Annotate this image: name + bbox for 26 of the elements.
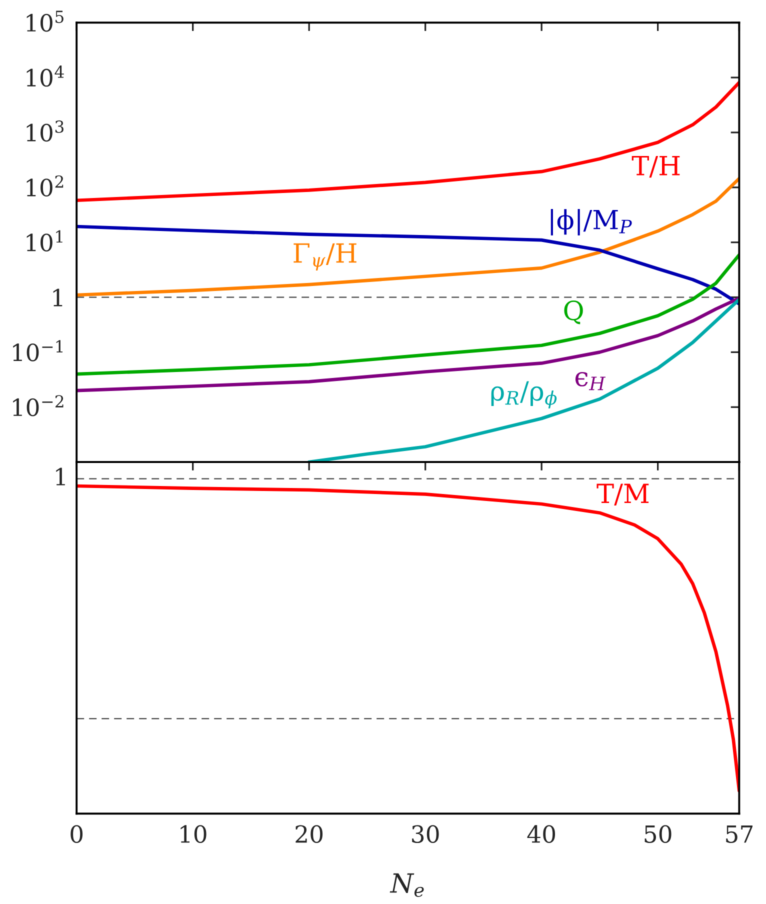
series-label: T/M — [596, 484, 649, 506]
line-series — [76, 80, 740, 202]
x-tick-label: 50 — [644, 825, 672, 843]
series-label: ρ$_{R}$/ρ$_{ϕ}$ — [491, 381, 557, 408]
series-label: Γ$_{ψ}$/H — [294, 243, 356, 271]
line-series — [76, 176, 740, 297]
series-label: |ϕ|/M$_{P}$ — [550, 209, 632, 236]
y-tick-label: 10$^{3}$ — [26, 120, 64, 142]
y-tick-label: 10$^{4}$ — [26, 65, 64, 87]
series-label: T/H — [632, 156, 680, 178]
y-tick-label: 10$^{−2}$ — [13, 395, 64, 416]
series-label: Q — [564, 300, 583, 324]
series-label: ϵ$_{H}$ — [575, 372, 606, 390]
x-axis-title: N$_{e}$ — [390, 873, 424, 897]
x-tick-label: 20 — [296, 825, 323, 843]
x-tick-label: 30 — [412, 825, 439, 843]
line-series — [307, 298, 740, 462]
x-tick-label: 0 — [70, 825, 83, 843]
y-tick-label: 1 — [53, 288, 62, 306]
y-tick-label: 10$^{1}$ — [26, 230, 62, 252]
x-tick-label: 57 — [726, 825, 753, 843]
y-tick-label: 10$^{2}$ — [26, 175, 64, 197]
x-tick-label: 10 — [180, 825, 206, 843]
x-tick-label: 40 — [527, 825, 556, 843]
y-tick-label: 10$^{−1}$ — [13, 340, 63, 362]
y-tick-label: 10$^{5}$ — [26, 10, 64, 32]
